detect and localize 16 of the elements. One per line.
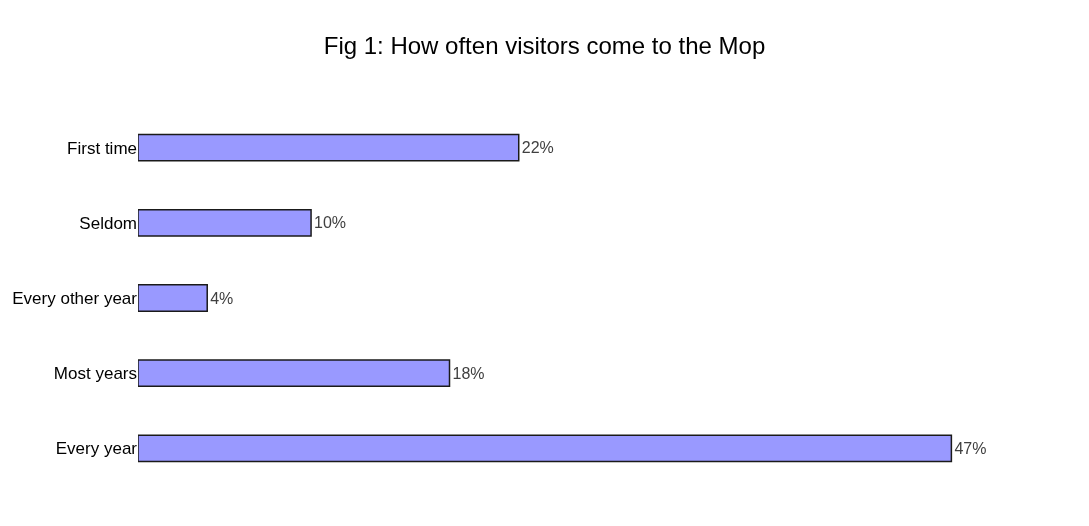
y-tick-label: Every other year [12,288,138,308]
bar [138,284,208,312]
data-label: 10% [314,214,347,232]
chart-title: Fig 1: How often visitors come to the Mop [323,31,766,59]
y-tick-label: First time [67,138,137,158]
data-label: 22% [521,139,554,157]
data-label: 4% [210,289,234,307]
bar [138,133,520,162]
y-tick-label: Most years [53,364,137,384]
y-tick-label: Seldom [79,213,137,233]
y-tick-label: Every year [55,439,138,459]
bar [138,359,451,388]
data-label: 47% [954,439,987,457]
bar [138,434,953,463]
data-label: 18% [452,364,485,382]
bar [138,208,312,237]
